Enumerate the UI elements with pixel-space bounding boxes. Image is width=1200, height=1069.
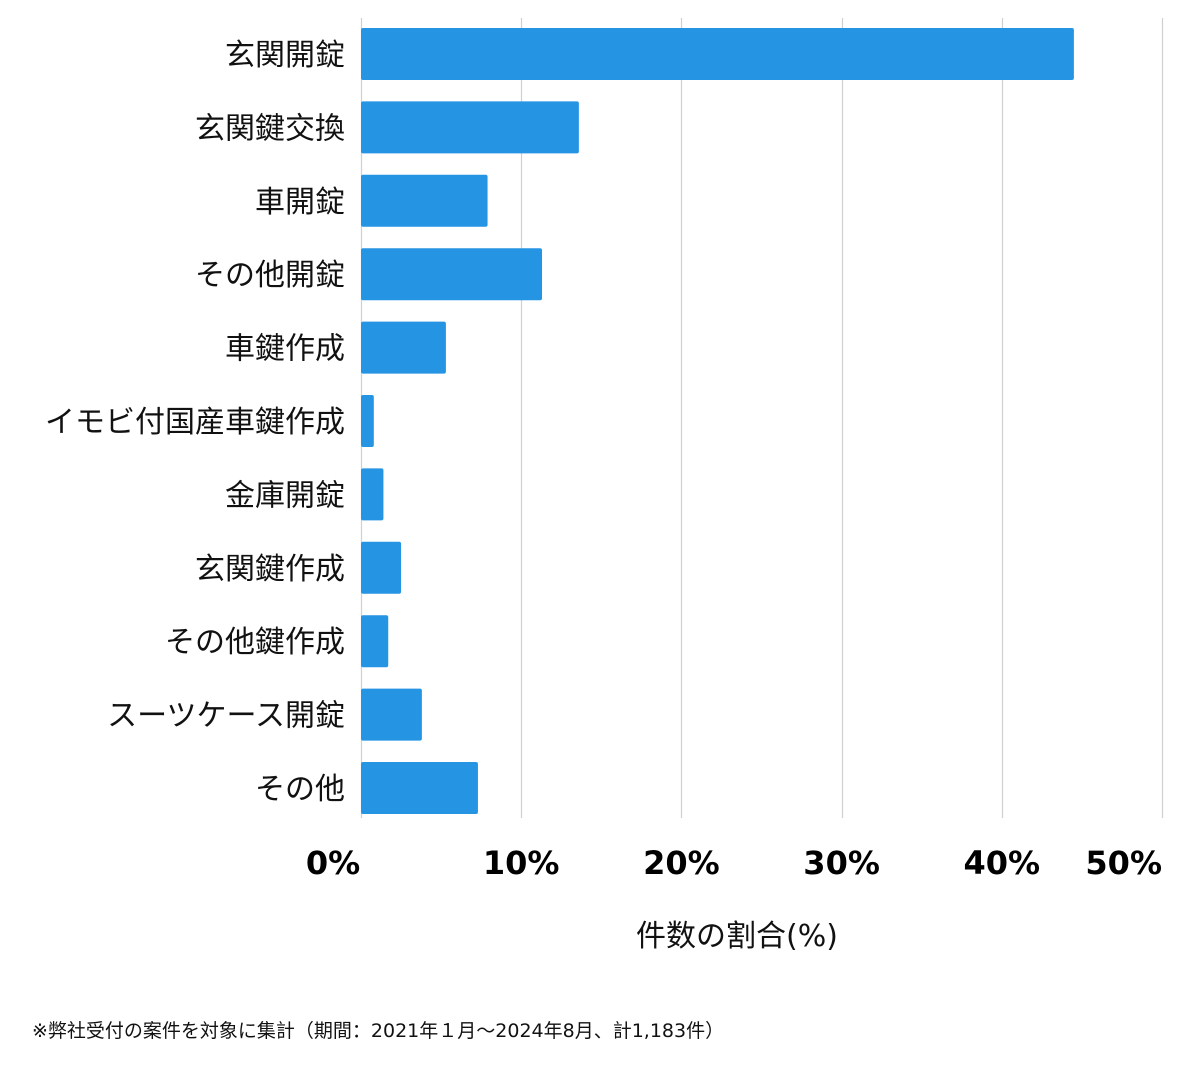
category-label: 玄関開錠	[225, 38, 345, 73]
bar	[361, 174, 488, 227]
bar	[361, 28, 1074, 80]
category-label: スーツケース開錠	[107, 699, 345, 734]
x-tick-label: 0%	[306, 844, 360, 882]
x-tick-label: 10%	[483, 844, 560, 882]
category-label: 玄関鍵作成	[195, 552, 345, 587]
bar	[361, 321, 446, 374]
bars	[361, 28, 1074, 814]
x-tick-label: 50%	[1085, 844, 1162, 882]
category-label: その他鍵作成	[165, 625, 345, 660]
category-label: 玄関鍵交換	[195, 111, 345, 146]
x-tick-label: 30%	[803, 844, 880, 882]
x-tick-labels: 0% 10% 20% 30% 40% 50%	[306, 844, 1162, 882]
bar	[361, 101, 579, 154]
category-label: イモビ付国産車鍵作成	[45, 405, 345, 440]
x-tick-label: 20%	[643, 844, 720, 882]
bar	[361, 468, 384, 521]
category-label: その他	[255, 772, 345, 807]
x-axis-title: 件数の割合(%)	[636, 919, 838, 954]
bar	[361, 688, 422, 741]
bar	[361, 762, 478, 814]
category-labels: 玄関開錠玄関鍵交換車開錠その他開錠車鍵作成イモビ付国産車鍵作成金庫開錠玄関鍵作成…	[45, 38, 345, 807]
x-tick-label: 40%	[964, 844, 1041, 882]
bar	[361, 541, 402, 594]
category-label: 車鍵作成	[225, 332, 345, 367]
category-label: 車開錠	[255, 185, 345, 220]
bar	[361, 248, 543, 301]
footnote: ※弊社受付の案件を対象に集計（期間：2021年１月〜2024年8月、計1,183…	[32, 1020, 725, 1042]
category-label: 金庫開錠	[225, 478, 345, 513]
bar	[361, 615, 389, 668]
bar-chart: 玄関開錠玄関鍵交換車開錠その他開錠車鍵作成イモビ付国産車鍵作成金庫開錠玄関鍵作成…	[45, 18, 1164, 954]
bar	[361, 395, 374, 447]
category-label: その他開錠	[195, 258, 345, 293]
